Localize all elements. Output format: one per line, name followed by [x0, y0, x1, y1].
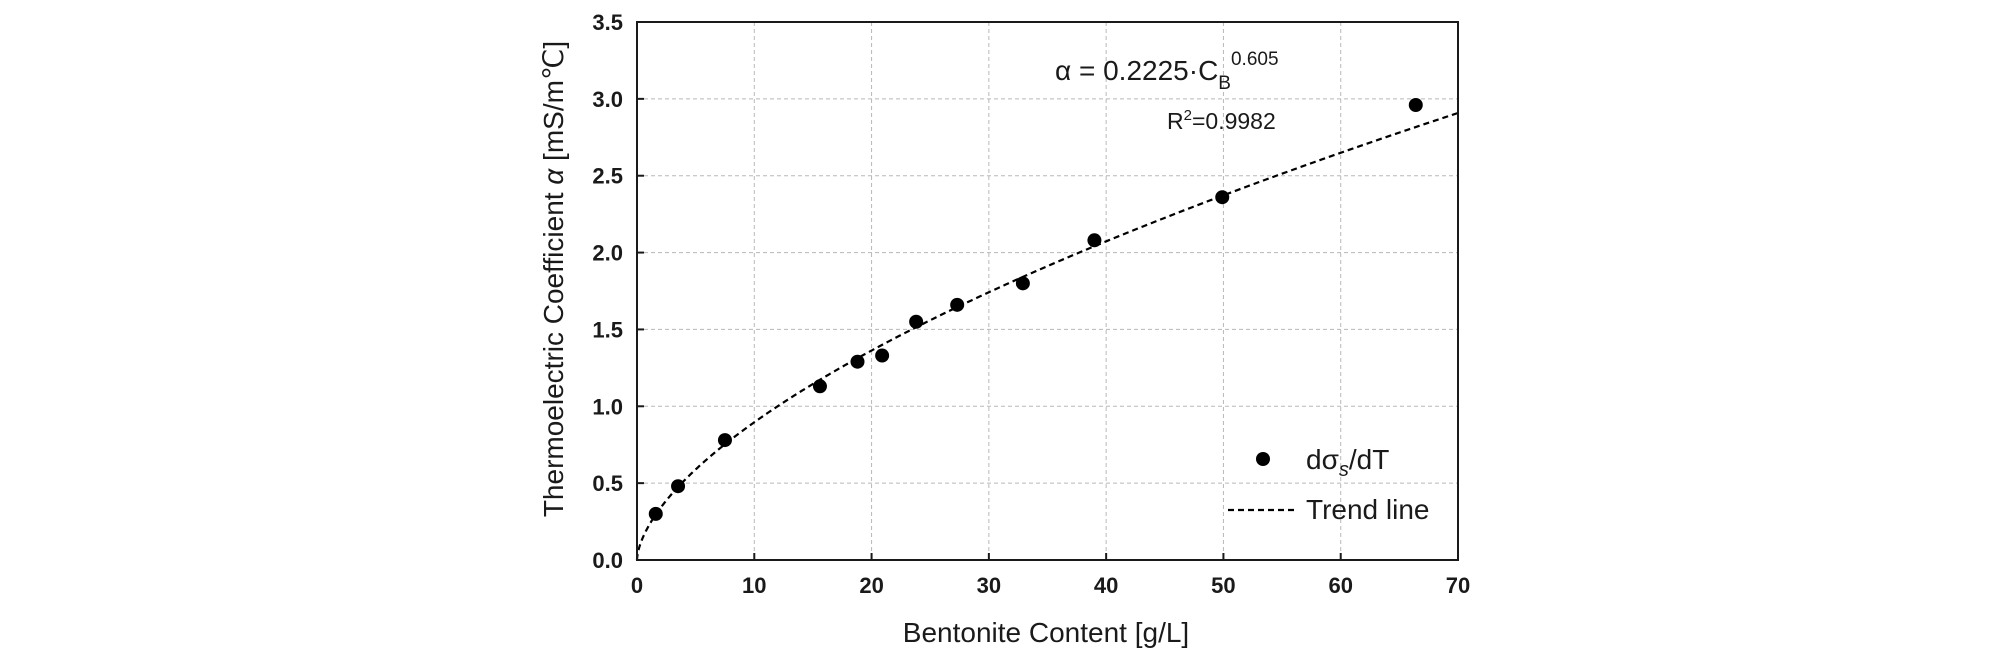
legend-point-marker: [1256, 452, 1270, 466]
data-point: [671, 479, 686, 494]
fit-equation: α = 0.2225·CB0.605: [1055, 49, 1279, 94]
y-tick-label: 1.0: [592, 394, 623, 419]
x-axis-label: Bentonite Content [g/L]: [903, 617, 1189, 648]
y-tick-label: 2.5: [592, 164, 623, 189]
x-tick-label: 70: [1446, 573, 1470, 598]
y-tick-label: 0.5: [592, 471, 623, 496]
trend-line: [635, 111, 1459, 561]
y-tick-label: 0.0: [592, 548, 623, 573]
data-point: [850, 354, 865, 369]
y-tick-label: 2.0: [592, 241, 623, 266]
x-tick-label: 60: [1328, 573, 1352, 598]
legend: dσs/dT Trend line: [1228, 444, 1429, 525]
data-points-series: [648, 98, 1423, 521]
x-tick-label: 10: [742, 573, 766, 598]
data-point: [812, 379, 827, 394]
data-point: [1087, 233, 1102, 248]
y-axis-ticks: 0.0 0.5 1.0 1.5 2.0 2.5 3.0 3.5: [592, 10, 644, 573]
x-tick-label: 20: [859, 573, 883, 598]
r-squared-label: R2=0.9982: [1167, 107, 1276, 134]
legend-trend-label: Trend line: [1306, 494, 1429, 525]
y-axis-label: Thermoelectric Coefficient α [mS/m℃]: [538, 41, 569, 517]
y-tick-label: 3.0: [592, 87, 623, 112]
x-tick-label: 50: [1211, 573, 1235, 598]
legend-points-label: dσs/dT: [1306, 444, 1389, 481]
data-point: [909, 314, 924, 329]
data-point: [648, 506, 663, 521]
plot-frame: [636, 21, 1459, 561]
data-point: [875, 348, 890, 363]
grid-lines: [637, 22, 1458, 560]
y-tick-label: 3.5: [592, 10, 623, 35]
x-tick-label: 30: [977, 573, 1001, 598]
x-tick-label: 0: [631, 573, 643, 598]
data-point: [1215, 190, 1230, 205]
x-axis-ticks: 0 10 20 30 40 50 60 70: [631, 553, 1470, 598]
data-point: [1408, 98, 1423, 113]
data-point: [717, 433, 732, 448]
y-tick-label: 1.5: [592, 317, 623, 342]
trend-line-series: [635, 111, 1459, 561]
x-tick-label: 40: [1094, 573, 1118, 598]
data-point: [950, 297, 965, 312]
data-point: [1015, 276, 1030, 291]
